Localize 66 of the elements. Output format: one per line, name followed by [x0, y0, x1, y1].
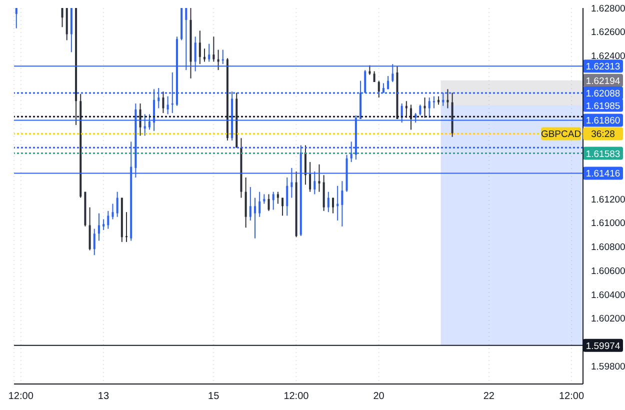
x-tick-label: 22 [483, 391, 495, 402]
y-tick-label: 1.62800 [591, 3, 625, 14]
candlestick [282, 197, 284, 216]
candlestick [304, 144, 306, 186]
x-tick-label: 12:00 [559, 391, 584, 402]
candlestick [249, 186, 252, 221]
candlestick [387, 76, 390, 90]
candlestick [139, 102, 142, 136]
band-label: 1.61985 [586, 100, 620, 112]
candlestick [88, 206, 91, 251]
ref-line-label: 1.59974 [586, 340, 620, 352]
ref-line-label: 1.61860 [586, 116, 620, 127]
candlestick [378, 80, 380, 98]
candlestick [212, 36, 215, 62]
y-tick-label: 1.62400 [591, 51, 625, 62]
candlestick [254, 197, 256, 239]
candlestick [432, 96, 435, 109]
candlestick [166, 96, 169, 115]
y-tick-label: 1.60600 [591, 266, 625, 277]
candlestick [263, 194, 266, 204]
ref-line-label: GBPCAD [540, 129, 582, 140]
y-tick-label: 1.61000 [591, 218, 625, 230]
candlestick [318, 164, 320, 192]
candlestick [410, 104, 412, 130]
x-tick-label: 12:00 [284, 391, 310, 402]
candlestick [309, 161, 312, 192]
candlestick [162, 91, 164, 114]
ref-line-label: 1.62313 [586, 62, 620, 73]
candlestick [276, 191, 279, 204]
candlestick [419, 104, 422, 116]
candlestick [446, 88, 449, 109]
candlestick [341, 180, 344, 227]
band-label: 1.62194 [586, 76, 620, 87]
candlestick [327, 191, 330, 213]
candlestick [107, 210, 110, 230]
candlestick [258, 191, 261, 218]
candlestick [93, 228, 96, 256]
y-tick-label: 1.62600 [591, 27, 625, 38]
candlestick [405, 100, 408, 118]
candlestick [268, 194, 270, 212]
candlestick [98, 212, 100, 242]
x-tick-label: 20 [373, 391, 385, 402]
y-tick-label: 1.59800 [591, 361, 625, 372]
candlestick [332, 197, 334, 214]
candlestick [208, 43, 210, 62]
candlestick [198, 30, 201, 65]
annotation: 36:28 [591, 129, 615, 140]
y-tick-label: 1.61200 [591, 194, 625, 206]
candlestick [424, 97, 426, 118]
candlestick [286, 177, 288, 216]
candlestick [204, 48, 206, 62]
y-tick-label: 1.60200 [591, 314, 625, 325]
ref-line-label: 1.61583 [586, 148, 620, 160]
candlestick [61, 8, 64, 28]
candlestick [102, 218, 105, 231]
x-tick-label: 13 [98, 391, 110, 402]
candlestick [272, 191, 274, 210]
candlestick [116, 191, 118, 218]
x-tick-label: 15 [208, 391, 220, 402]
y-tick-label: 1.60800 [591, 242, 625, 254]
candlestick [15, 8, 18, 29]
ref-line-label: 1.62088 [586, 88, 620, 100]
y-tick-label: 1.60400 [591, 290, 625, 301]
ref-line-label: 1.61416 [586, 168, 620, 180]
x-tick-label: 12:00 [8, 391, 34, 402]
candlestick [112, 203, 114, 220]
